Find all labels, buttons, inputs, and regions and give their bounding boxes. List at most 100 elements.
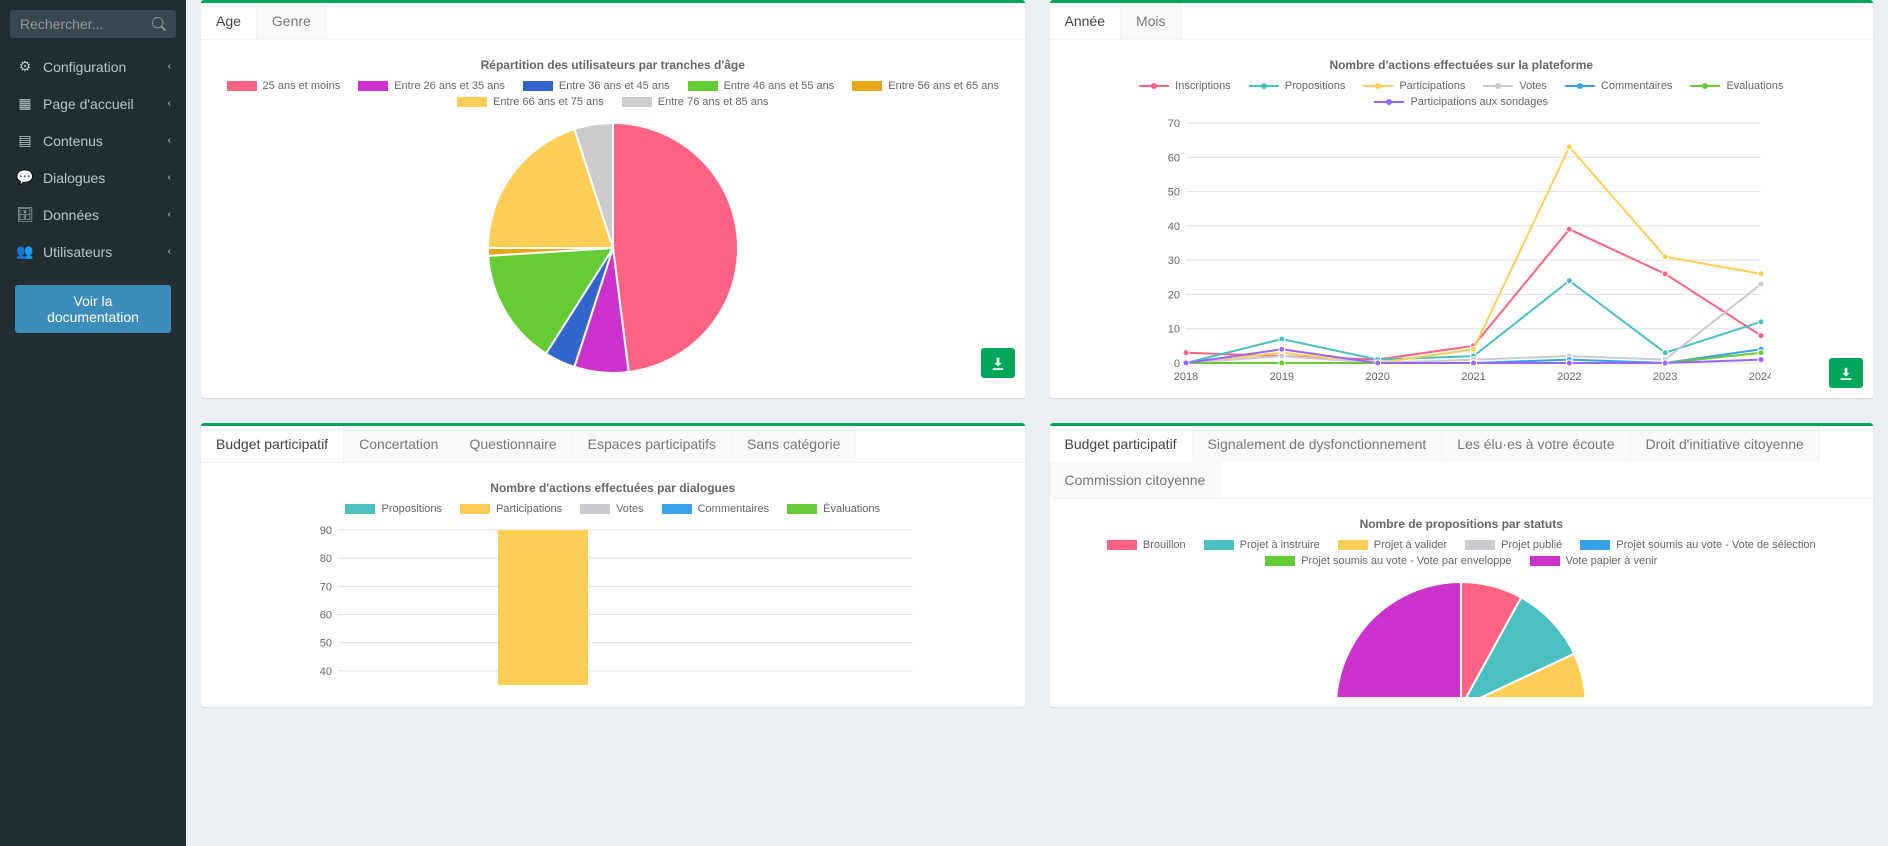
tab[interactable]: Concertation bbox=[344, 426, 454, 462]
svg-text:10: 10 bbox=[1168, 324, 1180, 336]
legend-item[interactable]: Commentaires bbox=[662, 503, 770, 515]
legend-label: Commentaires bbox=[1601, 80, 1673, 92]
tab[interactable]: Commission citoyenne bbox=[1050, 462, 1222, 498]
svg-text:80: 80 bbox=[320, 553, 332, 565]
chart-title-propositions: Nombre de propositions par statuts bbox=[1060, 517, 1864, 531]
svg-text:30: 30 bbox=[1168, 255, 1180, 267]
legend-label: Évaluations bbox=[823, 503, 880, 515]
legend-item[interactable]: Evaluations bbox=[1690, 80, 1783, 92]
legend-item[interactable]: Inscriptions bbox=[1139, 80, 1231, 92]
legend-label: Entre 56 ans et 65 ans bbox=[888, 80, 999, 92]
legend-swatch bbox=[358, 81, 388, 91]
legend-item[interactable]: Évaluations bbox=[787, 503, 880, 515]
legend-label: Entre 66 ans et 75 ans bbox=[493, 96, 604, 108]
legend-swatch bbox=[1690, 85, 1720, 87]
nav-label: Configuration bbox=[43, 59, 168, 75]
sidebar: ⚙ Configuration ‹▦ Page d'accueil ‹▤ Con… bbox=[0, 0, 186, 846]
tab[interactable]: Budget participatif bbox=[1050, 426, 1193, 462]
nav-item-configuration[interactable]: ⚙ Configuration ‹ bbox=[0, 48, 186, 85]
tab[interactable]: Les élu·es à votre écoute bbox=[1442, 426, 1630, 462]
tab[interactable]: Sans catégorie bbox=[732, 426, 856, 462]
legend-item[interactable]: Votes bbox=[1483, 80, 1547, 92]
legend-item[interactable]: Entre 36 ans et 45 ans bbox=[523, 80, 670, 92]
pie-chart-age bbox=[211, 118, 1015, 378]
legend-item[interactable]: Projet soumis au vote - Vote de sélectio… bbox=[1580, 539, 1815, 551]
legend-swatch bbox=[1565, 85, 1595, 87]
tabs-dialogues: Budget participatifConcertationQuestionn… bbox=[201, 426, 1025, 463]
legend-label: Participations bbox=[1399, 80, 1465, 92]
legend-label: Entre 36 ans et 45 ans bbox=[559, 80, 670, 92]
tab[interactable]: Genre bbox=[257, 3, 327, 39]
legend-item[interactable]: Participations bbox=[1363, 80, 1465, 92]
svg-text:2022: 2022 bbox=[1557, 371, 1581, 383]
legend-item[interactable]: Entre 76 ans et 85 ans bbox=[622, 96, 769, 108]
legend-item[interactable]: Propositions bbox=[1249, 80, 1346, 92]
nav-icon: ⚙ bbox=[15, 58, 35, 75]
chart-title-age: Répartition des utilisateurs par tranche… bbox=[211, 58, 1015, 72]
legend-item[interactable]: Projet soumis au vote - Vote par envelop… bbox=[1265, 555, 1511, 567]
legend-swatch bbox=[1204, 540, 1234, 550]
legend-item[interactable]: Brouillon bbox=[1107, 539, 1186, 551]
nav-item-contenus[interactable]: ▤ Contenus ‹ bbox=[0, 122, 186, 159]
legend-dialogues: Propositions Participations Votes Commentai… bbox=[211, 503, 1015, 515]
tab[interactable]: Budget participatif bbox=[201, 426, 344, 462]
legend-item[interactable]: Vote papier à venir bbox=[1530, 555, 1658, 567]
legend-item[interactable]: Entre 46 ans et 55 ans bbox=[688, 80, 835, 92]
legend-age: 25 ans et moins Entre 26 ans et 35 ans Ent… bbox=[211, 80, 1015, 108]
nav-item-donn-es[interactable]: 🗄 Données ‹ bbox=[0, 196, 186, 233]
bar-chart-dialogues: 908070605040 bbox=[211, 525, 1015, 685]
legend-propositions: Brouillon Projet à instruire Projet à vali… bbox=[1060, 539, 1864, 567]
svg-text:90: 90 bbox=[320, 525, 332, 537]
nav-item-utilisateurs[interactable]: 👥 Utilisateurs ‹ bbox=[0, 233, 186, 270]
nav-label: Données bbox=[43, 207, 168, 223]
legend-item[interactable]: Entre 66 ans et 75 ans bbox=[457, 96, 604, 108]
legend-item[interactable]: Participations aux sondages bbox=[1374, 96, 1548, 108]
svg-text:70: 70 bbox=[320, 581, 332, 593]
svg-text:20: 20 bbox=[1168, 289, 1180, 301]
legend-item[interactable]: Entre 56 ans et 65 ans bbox=[852, 80, 999, 92]
legend-item[interactable]: Propositions bbox=[345, 503, 442, 515]
pie-chart-propositions bbox=[1060, 577, 1864, 697]
legend-item[interactable]: Participations bbox=[460, 503, 562, 515]
legend-swatch bbox=[787, 504, 817, 514]
legend-item[interactable]: 25 ans et moins bbox=[227, 80, 341, 92]
legend-swatch bbox=[227, 81, 257, 91]
tab[interactable]: Signalement de dysfonctionnement bbox=[1193, 426, 1443, 462]
legend-swatch bbox=[1374, 101, 1404, 103]
svg-text:0: 0 bbox=[1174, 358, 1180, 370]
svg-text:50: 50 bbox=[320, 638, 332, 650]
tab[interactable]: Année bbox=[1050, 3, 1121, 39]
search-icon[interactable] bbox=[152, 17, 166, 31]
legend-label: Evaluations bbox=[1726, 80, 1783, 92]
chevron-left-icon: ‹ bbox=[168, 98, 171, 109]
legend-item[interactable]: Votes bbox=[580, 503, 644, 515]
tab[interactable]: Questionnaire bbox=[454, 426, 572, 462]
nav-item-page-d-accueil[interactable]: ▦ Page d'accueil ‹ bbox=[0, 85, 186, 122]
legend-item[interactable]: Commentaires bbox=[1565, 80, 1673, 92]
download-button[interactable] bbox=[981, 348, 1015, 378]
nav-icon: ▤ bbox=[15, 132, 35, 149]
legend-item[interactable]: Projet publié bbox=[1465, 539, 1562, 551]
legend-label: Propositions bbox=[381, 503, 442, 515]
legend-item[interactable]: Projet à valider bbox=[1338, 539, 1447, 551]
chevron-left-icon: ‹ bbox=[168, 172, 171, 183]
tab[interactable]: Age bbox=[201, 3, 257, 39]
nav-icon: ▦ bbox=[15, 95, 35, 112]
nav-label: Dialogues bbox=[43, 170, 168, 186]
nav-label: Utilisateurs bbox=[43, 244, 168, 260]
legend-swatch bbox=[622, 97, 652, 107]
legend-item[interactable]: Entre 26 ans et 35 ans bbox=[358, 80, 505, 92]
download-button[interactable] bbox=[1829, 358, 1863, 388]
legend-swatch bbox=[580, 504, 610, 514]
legend-item[interactable]: Projet à instruire bbox=[1204, 539, 1320, 551]
nav-item-dialogues[interactable]: 💬 Dialogues ‹ bbox=[0, 159, 186, 196]
documentation-button[interactable]: Voir la documentation bbox=[15, 285, 171, 333]
tab[interactable]: Droit d'initiative citoyenne bbox=[1631, 426, 1820, 462]
legend-swatch bbox=[1249, 85, 1279, 87]
legend-label: Vote papier à venir bbox=[1566, 555, 1658, 567]
legend-label: Participations aux sondages bbox=[1410, 96, 1548, 108]
panel-propositions: Budget participatifSignalement de dysfon… bbox=[1050, 423, 1874, 707]
tab[interactable]: Mois bbox=[1121, 3, 1182, 39]
tab[interactable]: Espaces participatifs bbox=[573, 426, 732, 462]
svg-text:2021: 2021 bbox=[1462, 371, 1486, 383]
